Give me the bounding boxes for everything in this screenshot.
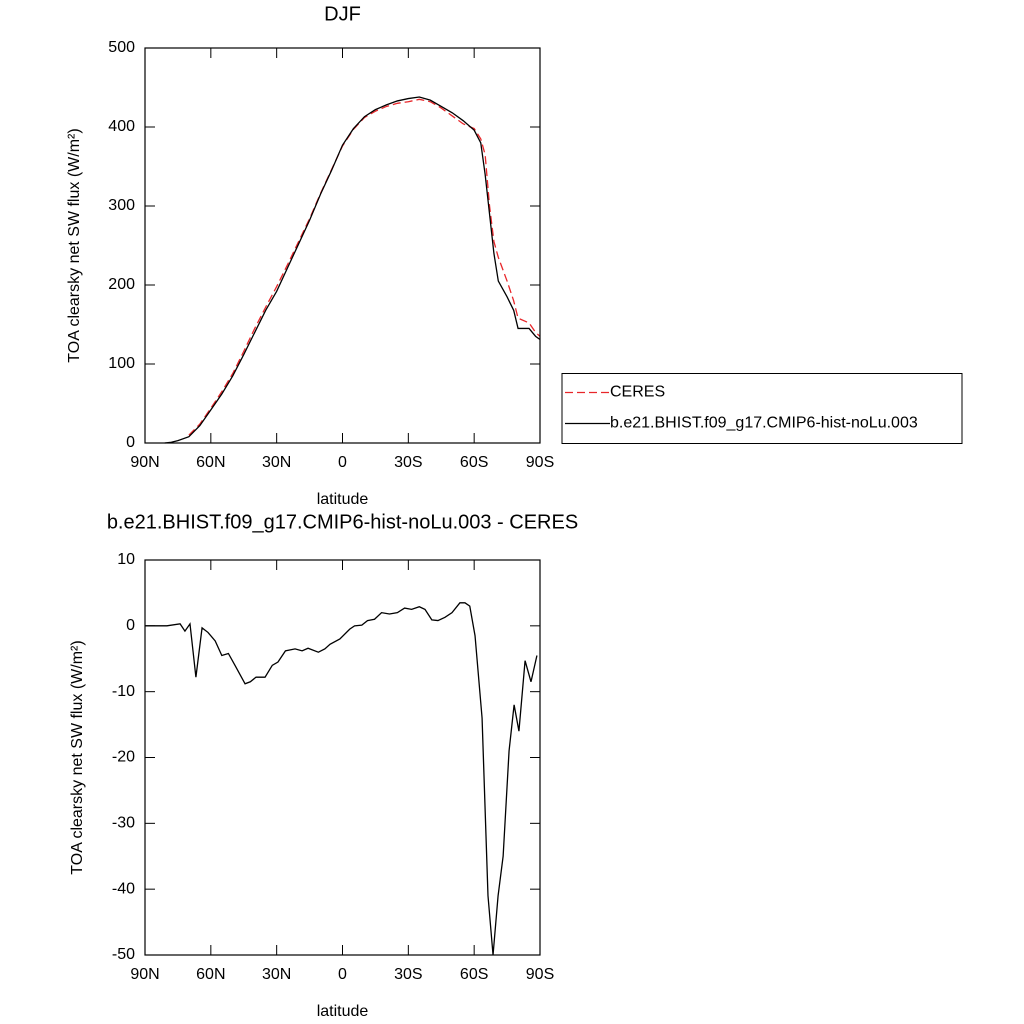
x-tick-label: 60N [196, 966, 225, 983]
y-tick-label: 100 [108, 355, 135, 372]
x-tick-label: 90S [526, 966, 554, 983]
y-tick-label: 300 [108, 197, 135, 214]
y-tick-label: 400 [108, 118, 135, 135]
legend-box [561, 373, 963, 444]
x-tick-label: 90N [130, 966, 159, 983]
y-tick-label: 0 [126, 434, 135, 451]
y-axis-label: TOA clearsky net SW flux (W/m²) [69, 640, 86, 874]
x-tick-label: 30N [262, 454, 291, 471]
x-axis-label: latitude [317, 1003, 369, 1020]
chart-title: DJF [324, 3, 361, 25]
x-tick-label: 60S [460, 966, 488, 983]
x-tick-label: 30N [262, 966, 291, 983]
x-tick-label: 90N [130, 454, 159, 471]
x-tick-label: 60S [460, 454, 488, 471]
y-tick-label: -10 [112, 683, 135, 700]
y-tick-label: -20 [112, 749, 135, 766]
x-tick-label: 0 [338, 454, 347, 471]
y-tick-label: 500 [108, 39, 135, 56]
plot-frame [144, 47, 541, 444]
x-tick-label: 60N [196, 454, 225, 471]
y-tick-label: 10 [117, 551, 135, 568]
x-tick-label: 30S [394, 966, 422, 983]
legend-label: CERES [610, 384, 665, 401]
y-axis-label: TOA clearsky net SW flux (W/m²) [66, 128, 83, 362]
y-tick-label: 200 [108, 276, 135, 293]
data-line [164, 96, 541, 444]
x-axis-label: latitude [317, 491, 369, 508]
x-tick-label: 0 [338, 966, 347, 983]
plot-frame [144, 559, 541, 956]
y-tick-label: -50 [112, 946, 135, 963]
x-tick-label: 30S [394, 454, 422, 471]
chart-title: b.e21.BHIST.f09_g17.CMIP6-hist-noLu.003 … [107, 511, 578, 533]
y-tick-label: 0 [126, 617, 135, 634]
y-tick-label: -30 [112, 815, 135, 832]
x-tick-label: 90S [526, 454, 554, 471]
data-line [145, 602, 538, 956]
legend-label: b.e21.BHIST.f09_g17.CMIP6-hist-noLu.003 [610, 415, 918, 432]
data-line [188, 98, 541, 436]
y-tick-label: -40 [112, 880, 135, 897]
